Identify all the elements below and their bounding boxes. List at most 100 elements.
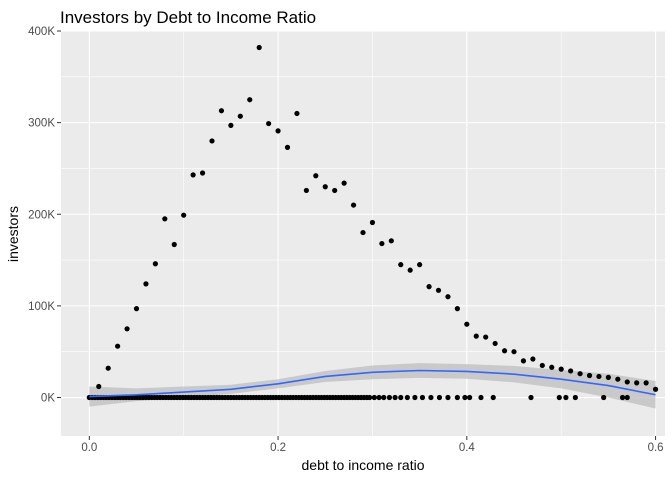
data-point [96, 383, 102, 390]
data-point [199, 170, 206, 176]
y-tick-label: 400K [28, 26, 55, 38]
x-tick-label: 0.4 [459, 442, 476, 454]
smooth-line [89, 369, 656, 398]
data-point [313, 173, 319, 179]
data-point [624, 394, 630, 401]
data-point [464, 321, 470, 327]
data-point [115, 343, 121, 349]
data-point [539, 362, 545, 369]
data-point [256, 44, 262, 51]
data-point [619, 394, 626, 401]
data-point [520, 358, 527, 364]
data-point [586, 372, 593, 379]
data-point [615, 376, 621, 382]
data-point [419, 394, 426, 401]
data-point [596, 373, 602, 380]
y-tick-label: 300K [28, 118, 55, 130]
y-tick-label: 0K [41, 393, 55, 405]
data-point [501, 348, 508, 354]
y-tick-label: 200K [28, 209, 55, 221]
data-point [171, 241, 177, 248]
data-point [605, 374, 611, 380]
data-point [404, 394, 410, 401]
data-point [435, 287, 442, 293]
data-point [445, 294, 451, 300]
data-point [360, 229, 366, 236]
data-point [634, 380, 640, 386]
data-point [417, 262, 423, 268]
x-tick-label: 0.2 [270, 442, 286, 454]
data-point [386, 394, 393, 401]
y-tick-label: 100K [28, 301, 55, 313]
data-point [563, 394, 569, 401]
data-point [556, 394, 562, 401]
data-point [369, 219, 376, 226]
chart-title: Investors by Debt to Income Ratio [60, 8, 316, 27]
data-point [381, 394, 387, 401]
data-point [303, 187, 309, 194]
data-point [162, 216, 168, 222]
data-point [322, 184, 328, 190]
data-point [428, 394, 434, 401]
y-axis-title: investors [5, 206, 21, 262]
data-point [237, 113, 243, 119]
data-point [412, 394, 418, 401]
data-point [294, 110, 300, 117]
data-point [367, 394, 373, 401]
data-point [624, 379, 630, 385]
data-point [398, 394, 404, 401]
data-point [549, 364, 555, 370]
data-point [284, 144, 291, 150]
data-point [568, 368, 574, 374]
grid-lines [61, 30, 665, 436]
data-point [436, 394, 443, 401]
data-point [426, 284, 432, 290]
data-point [143, 281, 149, 287]
data-point [218, 108, 225, 114]
data-point [577, 371, 583, 377]
data-point [601, 394, 607, 401]
x-tick-label: 0.6 [648, 442, 664, 454]
data-point [483, 334, 489, 340]
data-point [392, 394, 398, 401]
data-point [152, 261, 158, 267]
data-point [530, 356, 536, 362]
data-point [492, 340, 498, 347]
data-point [558, 366, 564, 372]
data-point [652, 386, 659, 392]
data-point [376, 394, 382, 401]
data-point [478, 394, 484, 401]
smooth-line-layer [89, 369, 656, 398]
data-point [462, 394, 468, 401]
data-point [341, 180, 347, 186]
x-tick-label: 0.0 [81, 442, 97, 454]
data-point [490, 394, 496, 401]
data-point [228, 122, 234, 128]
data-point [105, 365, 111, 371]
data-point [379, 240, 385, 247]
data-point [398, 262, 404, 268]
data-point [190, 172, 196, 178]
data-point [124, 326, 130, 332]
x-axis-title: debt to income ratio [302, 457, 425, 473]
data-point [388, 238, 394, 244]
data-point [275, 128, 281, 134]
data-point [209, 138, 215, 144]
axes: 0.0 0.2 0.4 0.6 0K 100K 200K 300K 400K [28, 26, 663, 454]
data-point [454, 394, 460, 401]
data-point [467, 394, 473, 401]
data-point [332, 187, 338, 194]
data-point [572, 394, 578, 401]
data-point [643, 380, 649, 386]
data-point [181, 212, 187, 218]
data-point [528, 394, 534, 401]
data-point [445, 394, 451, 401]
data-point [350, 202, 357, 208]
data-point [371, 394, 377, 401]
data-point [266, 120, 272, 127]
data-point [454, 306, 460, 312]
data-point [473, 333, 479, 339]
data-point [407, 267, 413, 273]
